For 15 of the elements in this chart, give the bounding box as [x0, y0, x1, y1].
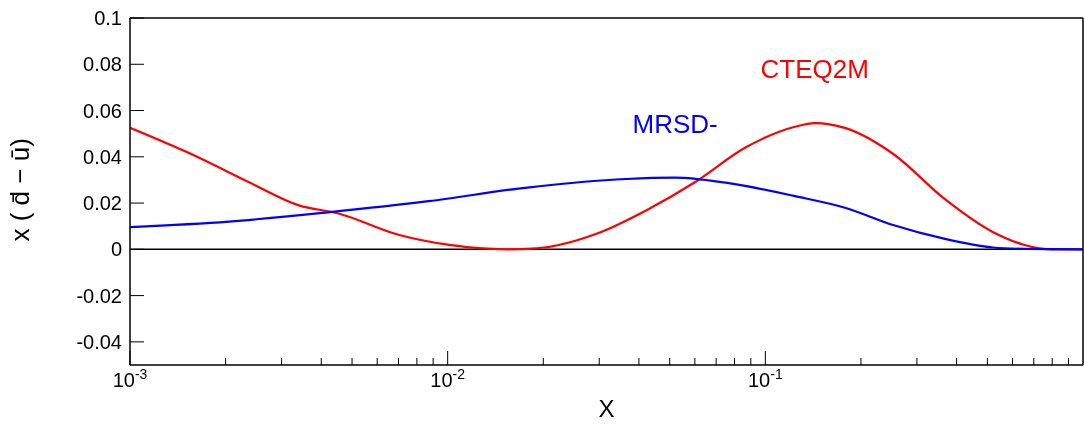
y-tick-label: 0.06: [83, 99, 122, 122]
x-tick-label: 10$^{-1}$: [747, 366, 783, 391]
y-tick-label: -0.04: [76, 330, 122, 353]
y-tick-label: 0.08: [83, 53, 122, 76]
series-label: CTEQ2M: [760, 54, 869, 85]
y-tick-label: -0.02: [76, 284, 122, 307]
x-tick-label: 10$^{-3}$: [112, 366, 148, 391]
x-tick-label: 10$^{-2}$: [430, 366, 466, 391]
x-axis-title: X: [598, 395, 615, 422]
y-tick-label: 0.02: [83, 192, 122, 215]
y-tick-label: 0.04: [83, 145, 122, 168]
series-label: MRSD-: [632, 108, 718, 139]
y-tick-label: 0: [110, 238, 122, 261]
y-axis-title: x ( d̄ − ū): [5, 138, 36, 242]
y-tick-label: 0.1: [94, 7, 122, 29]
